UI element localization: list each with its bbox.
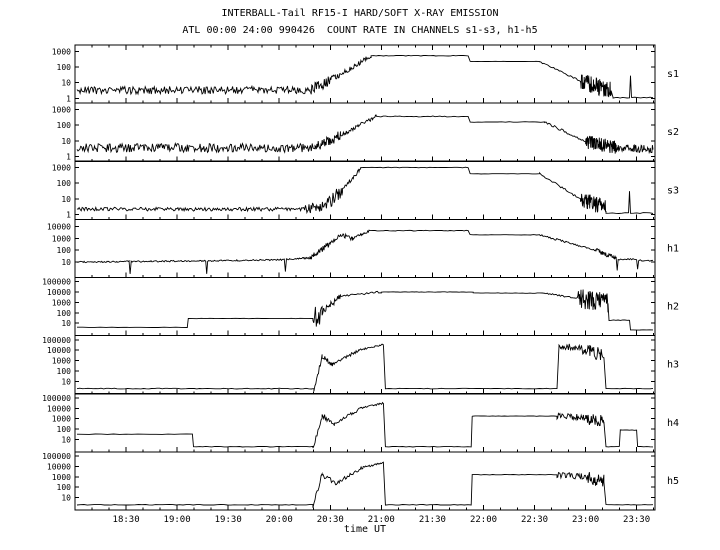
y-tick-label: 10 (61, 319, 71, 328)
series-h2 (77, 289, 654, 331)
channel-label-s2: s2 (667, 127, 679, 138)
x-tick-label: 19:00 (164, 515, 191, 525)
series-h4 (76, 401, 654, 449)
plot-subtitle: ATL 00:00 24:00 990426 COUNT RATE IN CHA… (182, 25, 538, 36)
panel-frame-h4 (74, 393, 656, 453)
y-tick-label: 1000 (52, 473, 71, 482)
y-tick-label: 100 (57, 425, 72, 434)
x-tick-label: 19:30 (215, 515, 242, 525)
y-tick-label: 100000 (42, 452, 71, 461)
y-tick-label: 1000 (52, 164, 71, 173)
series-h1 (76, 229, 654, 274)
channel-label-h2: h2 (667, 302, 679, 313)
y-tick-label: 100 (57, 309, 72, 318)
y-tick-label: 10 (61, 137, 71, 146)
x-tick-label: 21:00 (368, 515, 395, 525)
channel-label-h5: h5 (667, 476, 679, 487)
y-tick-label: 1000 (52, 47, 71, 56)
y-tick-label: 1 (66, 211, 71, 220)
y-tick-label: 1000 (52, 234, 71, 243)
y-tick-label: 10000 (47, 223, 71, 232)
series-s1 (76, 54, 654, 99)
x-tick-label: 20:30 (317, 515, 344, 525)
channel-label-s3: s3 (667, 185, 679, 196)
y-tick-label: 10000 (47, 462, 71, 471)
y-tick-label: 10000 (47, 288, 71, 297)
y-tick-label: 1000 (52, 298, 71, 307)
series-s2 (76, 114, 654, 155)
y-tick-label: 100 (57, 121, 72, 130)
y-tick-label: 10000 (47, 346, 71, 355)
x-axis-label: time UT (343, 524, 387, 535)
y-tick-label: 10 (61, 79, 71, 88)
panel-frame-h5 (74, 451, 656, 511)
y-tick-label: 1 (66, 94, 71, 103)
panel-frame-s3 (74, 160, 656, 220)
panel-frame-s2 (74, 102, 656, 162)
panel-frame-s1 (74, 44, 656, 104)
x-tick-label: 23:30 (623, 515, 650, 525)
channel-label-h1: h1 (667, 243, 679, 254)
channel-label-h4: h4 (667, 418, 679, 429)
y-tick-label: 100000 (42, 336, 71, 345)
channel-label-h3: h3 (667, 360, 679, 371)
y-tick-label: 10 (61, 195, 71, 204)
y-tick-label: 1000 (52, 357, 71, 366)
y-tick-label: 1000 (52, 415, 71, 424)
y-tick-label: 100000 (42, 394, 71, 403)
x-tick-label: 22:00 (470, 515, 497, 525)
y-tick-label: 10 (61, 377, 71, 386)
x-tick-label: 18:30 (113, 515, 140, 525)
x-tick-label: 22:30 (521, 515, 548, 525)
series-s3 (76, 166, 654, 215)
plot-title: INTERBALL-Tail RF15-I HARD/SOFT X-RAY EM… (221, 8, 499, 19)
y-tick-label: 10000 (47, 404, 71, 413)
panel-frame-h3 (74, 335, 656, 395)
series-h3 (76, 343, 654, 392)
y-tick-label: 100 (57, 63, 72, 72)
y-tick-label: 100 (57, 179, 72, 188)
y-tick-label: 10 (61, 258, 71, 267)
x-tick-label: 21:30 (419, 515, 446, 525)
y-tick-label: 10 (61, 494, 71, 503)
y-tick-label: 1000 (52, 105, 71, 114)
y-tick-label: 100 (57, 246, 72, 255)
y-tick-label: 100 (57, 367, 72, 376)
series-h5 (76, 461, 654, 508)
y-tick-label: 1 (66, 153, 71, 162)
x-tick-label: 20:00 (266, 515, 293, 525)
y-tick-label: 10 (61, 435, 71, 444)
y-tick-label: 100 (57, 483, 72, 492)
channel-label-s1: s1 (667, 69, 679, 80)
y-tick-label: 100000 (42, 278, 71, 287)
panel-frame-h1 (74, 218, 656, 278)
x-tick-label: 23:00 (572, 515, 599, 525)
